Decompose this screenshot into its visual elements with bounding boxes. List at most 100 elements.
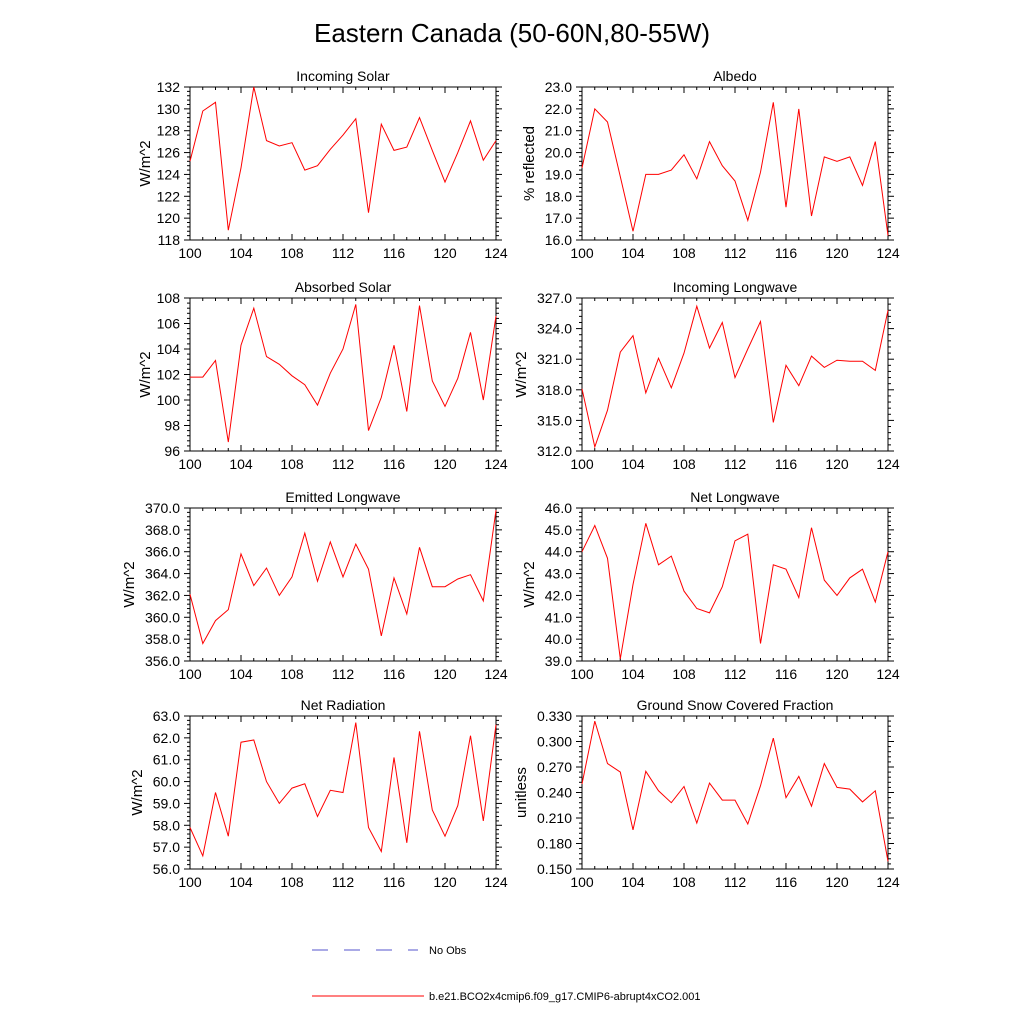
panel-title: Albedo	[713, 68, 757, 84]
y-tick-label: 44.0	[545, 544, 572, 560]
x-tick-label: 120	[433, 245, 457, 261]
y-tick-label: 45.0	[545, 522, 572, 538]
panel-title: Incoming Longwave	[673, 279, 798, 295]
y-tick-label: 60.0	[153, 774, 180, 790]
y-tick-label: 17.0	[545, 210, 572, 226]
y-tick-label: 21.0	[545, 123, 572, 139]
plot-frame	[581, 297, 889, 452]
y-tick-label: 0.330	[537, 708, 572, 724]
series-line-albedo	[581, 102, 889, 236]
legend-model-label: b.e21.BCO2x4cmip6.f09_g17.CMIP6-abrupt4x…	[429, 991, 701, 1003]
x-tick-label: 100	[178, 874, 202, 890]
y-tick-label: 104	[157, 341, 181, 357]
panel-title: Incoming Solar	[296, 68, 390, 84]
y-tick-label: 23.0	[545, 79, 572, 95]
y-axis-label: W/m^2	[137, 351, 154, 397]
y-tick-label: 96	[164, 443, 180, 459]
x-tick-label: 124	[484, 245, 508, 261]
x-tick-label: 100	[178, 456, 202, 472]
x-tick-label: 108	[672, 245, 696, 261]
y-axis-label: W/m^2	[121, 561, 138, 607]
x-tick-label: 108	[280, 245, 304, 261]
panel-incoming-longwave: Incoming Longwave 100 104 108 112 116 120 124 31…	[513, 279, 900, 472]
x-tick-label: 108	[672, 874, 696, 890]
y-tick-label: 366.0	[145, 544, 180, 560]
y-tick-label: 16.0	[545, 232, 572, 248]
panel-title: Emitted Longwave	[285, 489, 400, 505]
x-tick-label: 120	[433, 456, 457, 472]
y-tick-label: 0.180	[537, 836, 572, 852]
y-tick-label: 120	[157, 210, 181, 226]
x-tick-label: 116	[775, 666, 798, 682]
y-tick-label: 356.0	[145, 653, 180, 669]
x-tick-label: 120	[825, 245, 849, 261]
y-tick-label: 39.0	[545, 653, 572, 669]
series-line-absorbed-solar	[190, 304, 497, 443]
x-tick-label: 100	[178, 666, 202, 682]
x-tick-label: 104	[229, 874, 253, 890]
x-tick-label: 112	[332, 666, 355, 682]
y-tick-label: 40.0	[545, 631, 572, 647]
y-tick-label: 362.0	[145, 587, 180, 603]
x-tick-label: 100	[570, 874, 594, 890]
x-tick-label: 120	[825, 456, 849, 472]
y-tick-label: 124	[157, 166, 181, 182]
y-axis-label: W/m^2	[513, 351, 530, 397]
y-tick-label: 118	[158, 232, 181, 248]
x-tick-label: 116	[383, 666, 406, 682]
panel-emitted-longwave: Emitted Longwave 100 104 108 112 116 120 124 356…	[121, 489, 508, 682]
y-tick-label: 58.0	[153, 817, 180, 833]
x-tick-label: 116	[775, 456, 798, 472]
x-tick-label: 116	[383, 245, 406, 261]
y-tick-label: 324.0	[537, 321, 572, 337]
x-tick-label: 116	[775, 245, 798, 261]
panel-incoming-solar: Incoming Solar 100 104 108 112 116 120 124 118 12…	[137, 68, 508, 261]
x-tick-label: 120	[825, 666, 849, 682]
y-tick-label: 126	[157, 145, 181, 161]
x-tick-label: 124	[876, 666, 900, 682]
x-tick-label: 120	[433, 874, 457, 890]
x-tick-label: 108	[280, 666, 304, 682]
y-tick-label: 130	[157, 101, 181, 117]
series-line-incoming-longwave	[581, 304, 889, 449]
x-tick-label: 124	[484, 666, 508, 682]
y-tick-label: 370.0	[145, 500, 180, 516]
y-tick-label: 108	[157, 290, 181, 306]
y-tick-label: 57.0	[153, 839, 180, 855]
panel-title: Ground Snow Covered Fraction	[637, 697, 834, 713]
y-tick-label: 0.150	[537, 861, 572, 877]
panel-absorbed-solar: Absorbed Solar 100 104 108 112 116 120 124 96 98 1…	[137, 279, 508, 472]
y-tick-label: 106	[157, 316, 181, 332]
x-tick-label: 100	[570, 666, 594, 682]
y-tick-label: 18.0	[545, 188, 572, 204]
y-tick-label: 42.0	[545, 587, 572, 603]
y-tick-label: 0.270	[537, 759, 572, 775]
x-tick-label: 116	[383, 874, 406, 890]
x-tick-label: 104	[229, 245, 253, 261]
legend: No Obs b.e21.BCO2x4cmip6.f09_g17.CMIP6-a…	[312, 945, 701, 1003]
panel-net-radiation: Net Radiation 100 104 108 112 116 120 124 56.0 57…	[129, 697, 508, 890]
y-tick-label: 128	[157, 123, 181, 139]
y-tick-label: 59.0	[153, 795, 180, 811]
x-tick-label: 112	[332, 874, 355, 890]
panel-title: Absorbed Solar	[295, 279, 392, 295]
x-tick-label: 104	[621, 666, 645, 682]
series-line-incoming-solar	[189, 86, 497, 231]
y-tick-label: 368.0	[145, 522, 180, 538]
x-tick-label: 104	[229, 456, 253, 472]
x-tick-label: 124	[484, 874, 508, 890]
panel-title: Net Radiation	[301, 697, 386, 713]
plot-frame	[189, 507, 497, 662]
x-tick-label: 108	[672, 666, 696, 682]
x-tick-label: 100	[178, 245, 202, 261]
figure-title: Eastern Canada (50-60N,80-55W)	[314, 18, 710, 48]
y-tick-label: 321.0	[537, 351, 572, 367]
y-tick-label: 100	[157, 392, 181, 408]
x-tick-label: 104	[621, 874, 645, 890]
y-tick-label: 98	[164, 418, 180, 434]
x-tick-label: 116	[775, 874, 798, 890]
panel-albedo: Albedo 100 104 108 112 116 120 124 16.0 17.0 18.0 1…	[521, 68, 900, 261]
x-tick-label: 112	[332, 456, 355, 472]
x-tick-label: 112	[332, 245, 355, 261]
